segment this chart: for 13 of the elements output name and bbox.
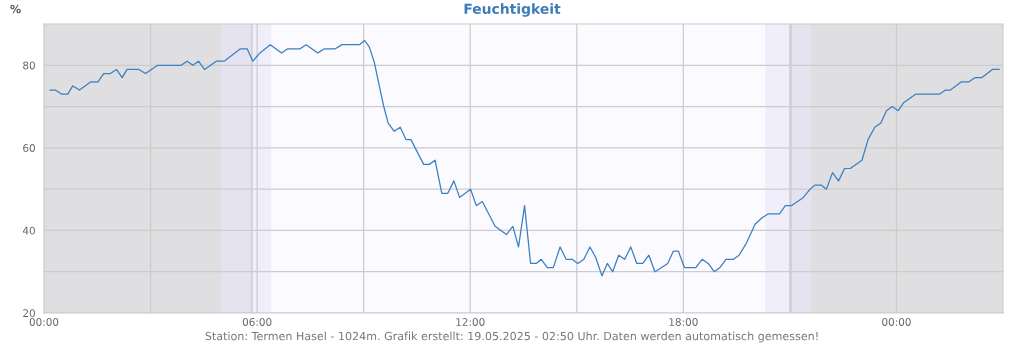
line-series bbox=[49, 39, 1000, 277]
y-tick-label: 80 bbox=[23, 61, 35, 70]
x-tick-label: 12:00 bbox=[456, 318, 485, 326]
y-tick-label: 60 bbox=[23, 144, 35, 152]
y-axis-title: % bbox=[10, 4, 21, 14]
chart-title: Feuchtigkeit bbox=[464, 3, 561, 17]
y-tick-label: 40 bbox=[22, 226, 35, 235]
text: Station: Termen Hasel - 1024m. Grafik erstellt: 19.05.2025 - 02:50 Uhr. Daten werden automatisch gemessen! bbox=[205, 331, 818, 343]
x-tick-label: 18:00 bbox=[669, 318, 698, 326]
x-tick-label: 06:00 bbox=[242, 318, 272, 326]
y-tick-label: 20 bbox=[23, 309, 35, 318]
x-tick-label: 00:00 bbox=[882, 318, 911, 326]
x-tick-label: 00:00 bbox=[29, 318, 59, 326]
